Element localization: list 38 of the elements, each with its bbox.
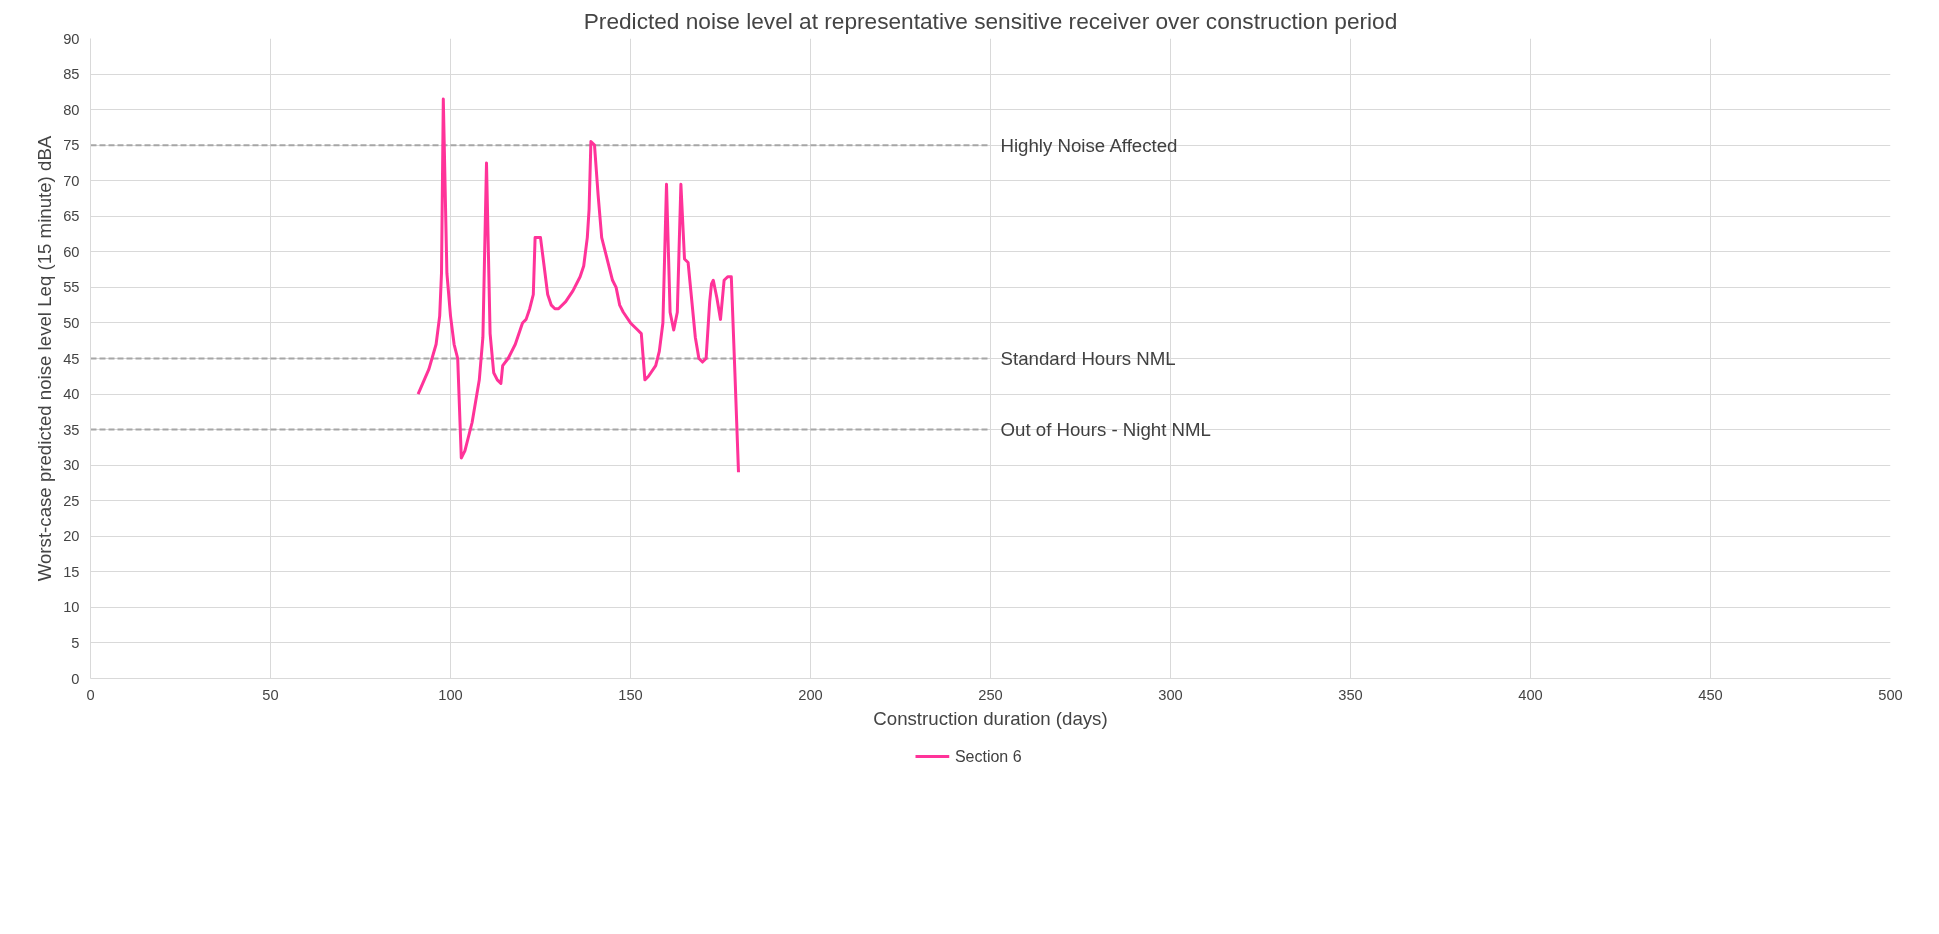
y-tick-label: 65 <box>63 208 80 225</box>
y-tick-label: 0 <box>71 670 80 687</box>
y-tick-label: 15 <box>63 563 80 580</box>
y-tick-label: 20 <box>63 528 80 545</box>
ref-line-label: Standard Hours NML <box>1000 348 1176 369</box>
y-tick-label: 80 <box>63 101 80 118</box>
ref-line-label: Highly Noise Affected <box>1000 134 1178 156</box>
y-tick-label: 60 <box>63 243 80 260</box>
y-tick-label: 90 <box>63 30 80 47</box>
y-tick-label: 70 <box>63 172 80 189</box>
y-tick-label: 25 <box>63 492 80 509</box>
y-tick-label: 55 <box>63 279 80 296</box>
y-tick-label: 75 <box>63 137 80 154</box>
ref-line-label: Out of Hours - Night NML <box>1000 419 1211 441</box>
x-tick-label: 450 <box>1698 686 1723 703</box>
y-tick-label: 85 <box>63 66 80 83</box>
y-axis-title: Worst-case predicted noise level Leq (15 minute) dBA <box>34 135 56 582</box>
x-tick-label: 100 <box>438 686 463 703</box>
x-tick-label: 150 <box>618 686 643 703</box>
x-tick-label: 500 <box>1878 686 1903 703</box>
y-tick-label: 30 <box>63 457 80 474</box>
x-tick-label: 300 <box>1158 686 1183 703</box>
y-tick-label: 5 <box>71 634 80 651</box>
line-series <box>416 97 740 474</box>
chart-title: Predicted noise level at representative sensitive receiver over construction period <box>583 7 1398 34</box>
y-tick-label: 50 <box>63 314 80 331</box>
y-tick-label: 10 <box>63 599 80 616</box>
y-tick-label: 45 <box>63 350 80 367</box>
x-axis-title: Construction duration (days) <box>873 707 1108 729</box>
x-tick-label: 50 <box>262 686 279 703</box>
x-tick-label: 0 <box>86 686 95 703</box>
legend-label: Section 6 <box>954 748 1022 765</box>
x-tick-label: 250 <box>978 686 1003 703</box>
x-tick-label: 350 <box>1338 686 1363 703</box>
x-tick-label: 400 <box>1518 686 1543 703</box>
x-tick-label: 200 <box>798 686 823 703</box>
y-tick-label: 35 <box>63 421 80 438</box>
y-tick-label: 40 <box>63 386 80 403</box>
